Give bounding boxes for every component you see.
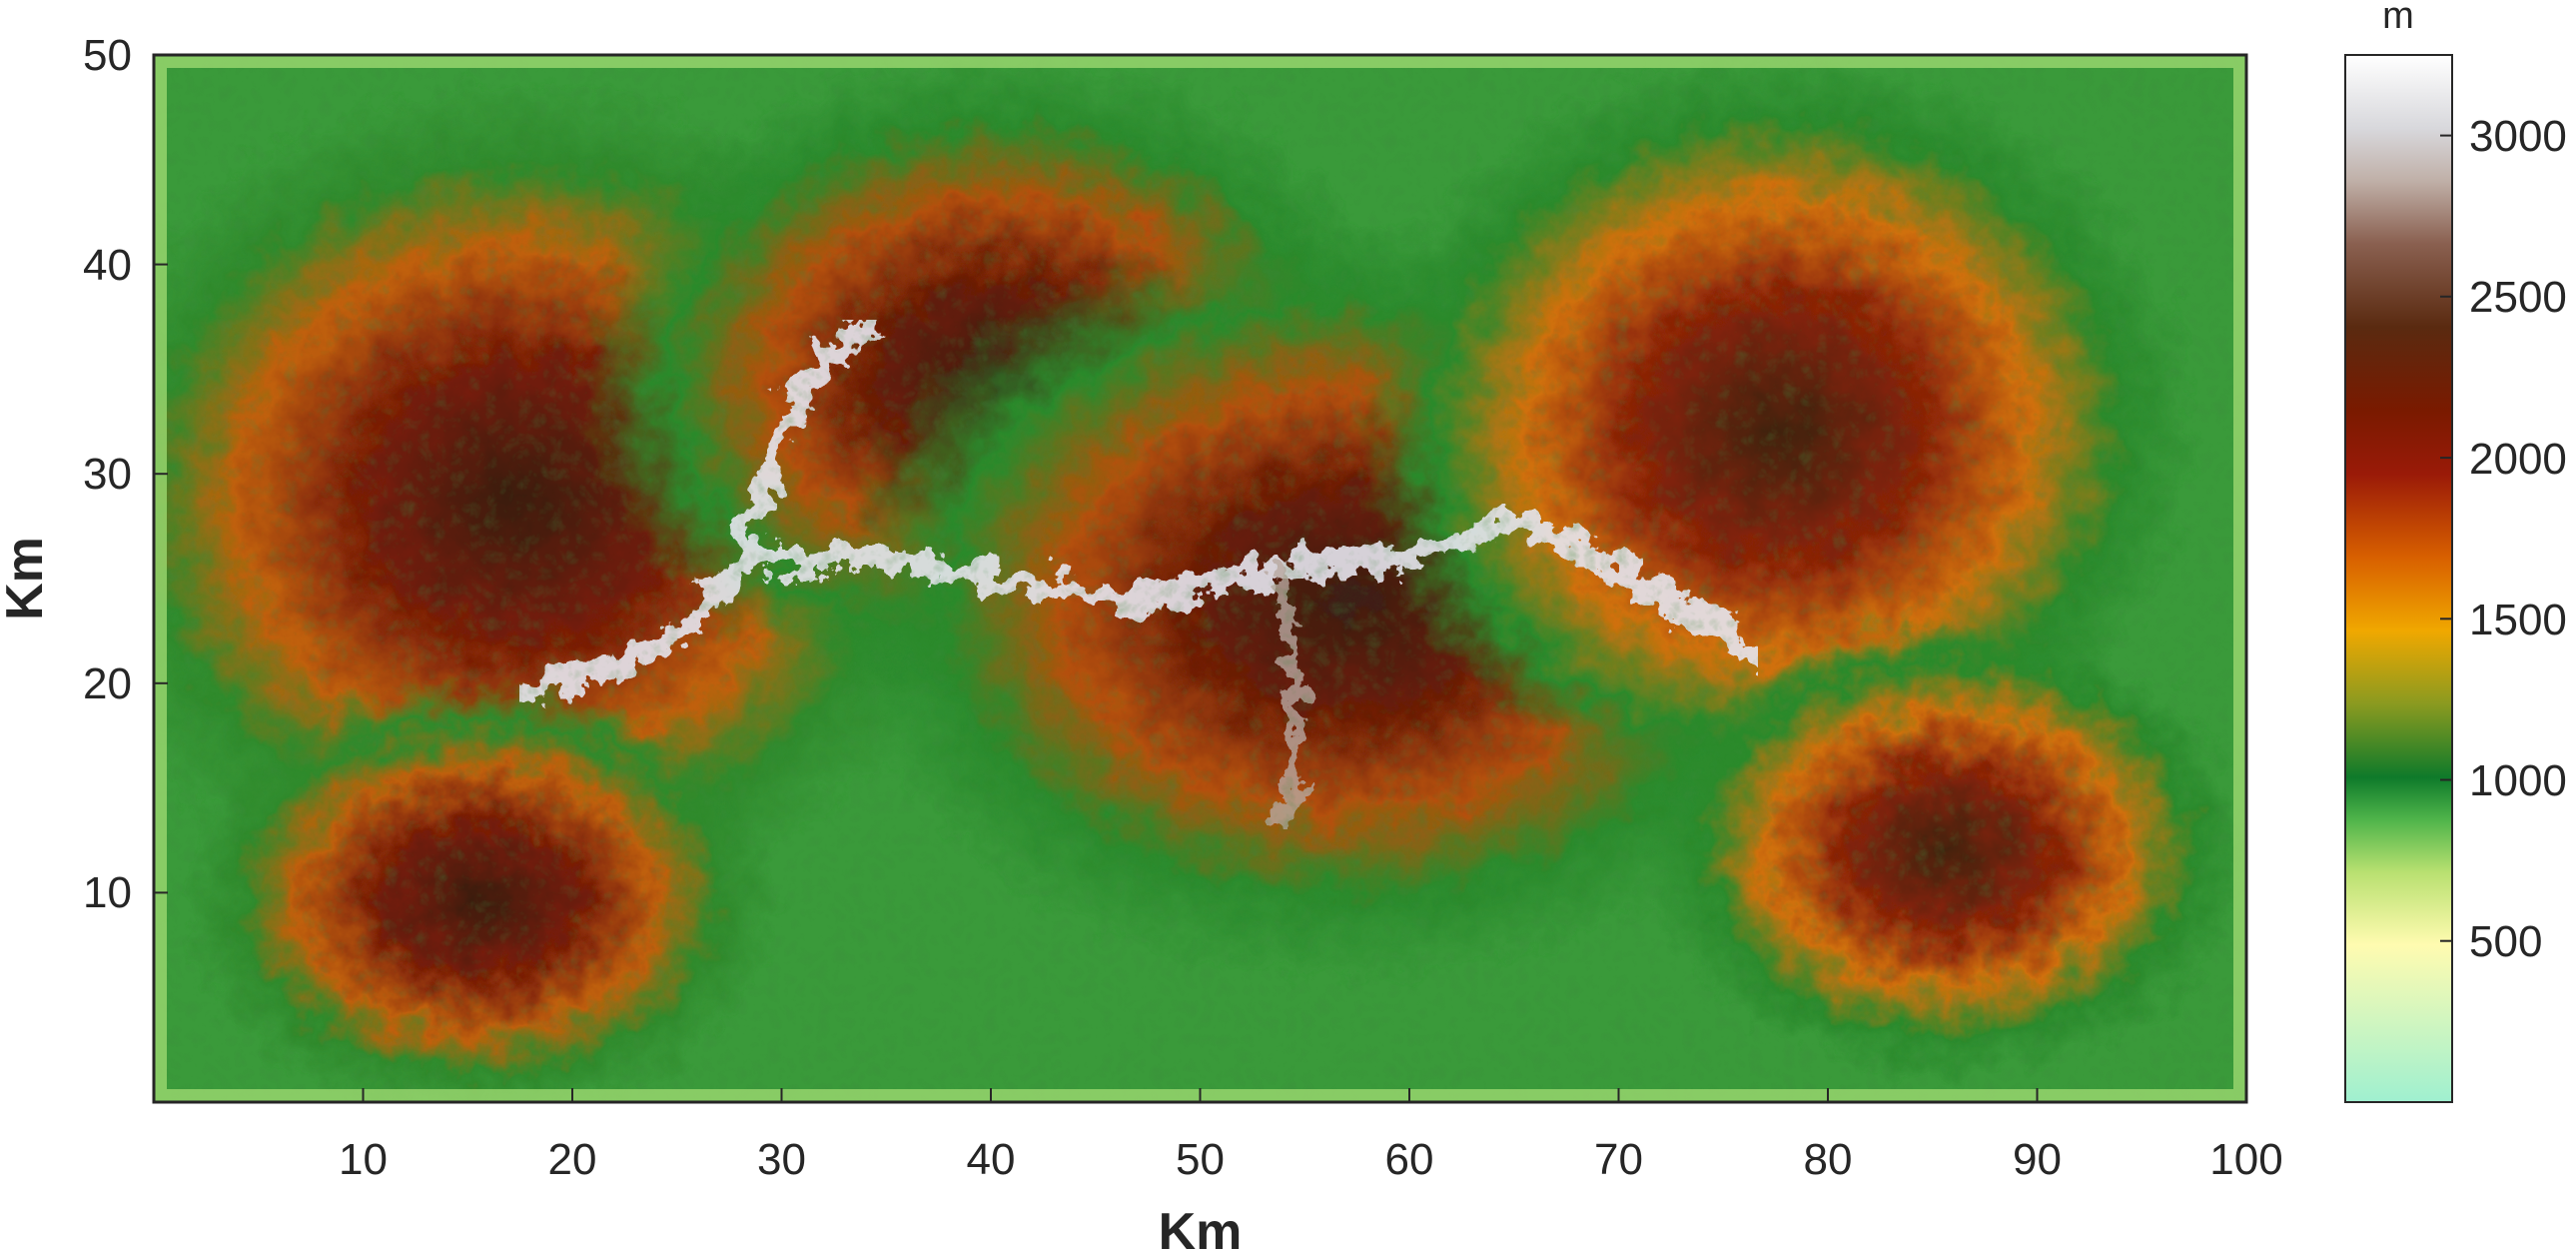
x-axis-label: Km: [1159, 1203, 1243, 1254]
colorbar-unit-label: m: [2382, 0, 2414, 37]
colorbar-tick-label: 1000: [2469, 756, 2567, 805]
colorbar-tick-label: 2500: [2469, 273, 2567, 322]
x-tick: 60: [1385, 1088, 1434, 1184]
y-tick-label: 30: [83, 450, 132, 499]
x-tick-label: 70: [1594, 1135, 1643, 1184]
colorbar-tick: 3000: [2440, 112, 2567, 161]
y-tick: 20: [83, 659, 168, 708]
y-tick-label: 20: [83, 659, 132, 708]
y-tick-label: 50: [83, 31, 132, 80]
y-axis: 10 20 30 40 50 Km: [0, 31, 168, 917]
x-tick: 30: [757, 1088, 806, 1184]
colorbar-tick: 2000: [2440, 435, 2567, 484]
x-axis: 10 20 30 40 50 60 70 80 90 100 Km: [339, 1088, 2283, 1254]
x-tick: 10: [339, 1088, 388, 1184]
y-axis-label: Km: [0, 537, 54, 621]
x-tick: 40: [967, 1088, 1016, 1184]
colorbar-tick: 1000: [2440, 756, 2567, 805]
y-tick-label: 10: [83, 868, 132, 917]
colorbar-tick: 500: [2440, 917, 2542, 966]
x-tick: 80: [1804, 1088, 1853, 1184]
colorbar-tick-label: 2000: [2469, 435, 2567, 484]
y-tick-label: 40: [83, 241, 132, 290]
y-tick: 50: [83, 31, 168, 80]
colorbar: m 500 1000 1500 2000 2500 3000: [2344, 0, 2567, 1103]
colorbar-fill: [2345, 55, 2452, 1102]
drainage-texture: [154, 55, 2246, 1102]
x-tick: 90: [2013, 1088, 2062, 1184]
x-tick: 50: [1176, 1088, 1225, 1184]
x-tick-label: 100: [2209, 1135, 2282, 1184]
y-tick: 10: [83, 868, 168, 917]
x-tick-label: 10: [339, 1135, 388, 1184]
colorbar-tick: 2500: [2440, 273, 2567, 322]
colorbar-frame: [2344, 54, 2453, 1103]
terrain-map: [154, 55, 2246, 1102]
colorbar-tick-label: 1500: [2469, 596, 2567, 644]
x-tick-label: 80: [1804, 1135, 1853, 1184]
x-tick-label: 90: [2013, 1135, 2062, 1184]
x-tick-label: 30: [757, 1135, 806, 1184]
y-tick: 30: [83, 450, 168, 499]
x-tick: 100: [2209, 1088, 2283, 1184]
x-tick-label: 40: [967, 1135, 1016, 1184]
x-tick: 20: [548, 1088, 597, 1184]
x-tick-label: 60: [1385, 1135, 1434, 1184]
colorbar-tick: 1500: [2440, 596, 2567, 644]
y-tick: 40: [83, 241, 168, 290]
x-tick-label: 50: [1176, 1135, 1225, 1184]
colorbar-tick-label: 3000: [2469, 112, 2567, 161]
x-tick-label: 20: [548, 1135, 597, 1184]
x-tick: 70: [1594, 1088, 1643, 1184]
colorbar-tick-label: 500: [2469, 917, 2542, 966]
